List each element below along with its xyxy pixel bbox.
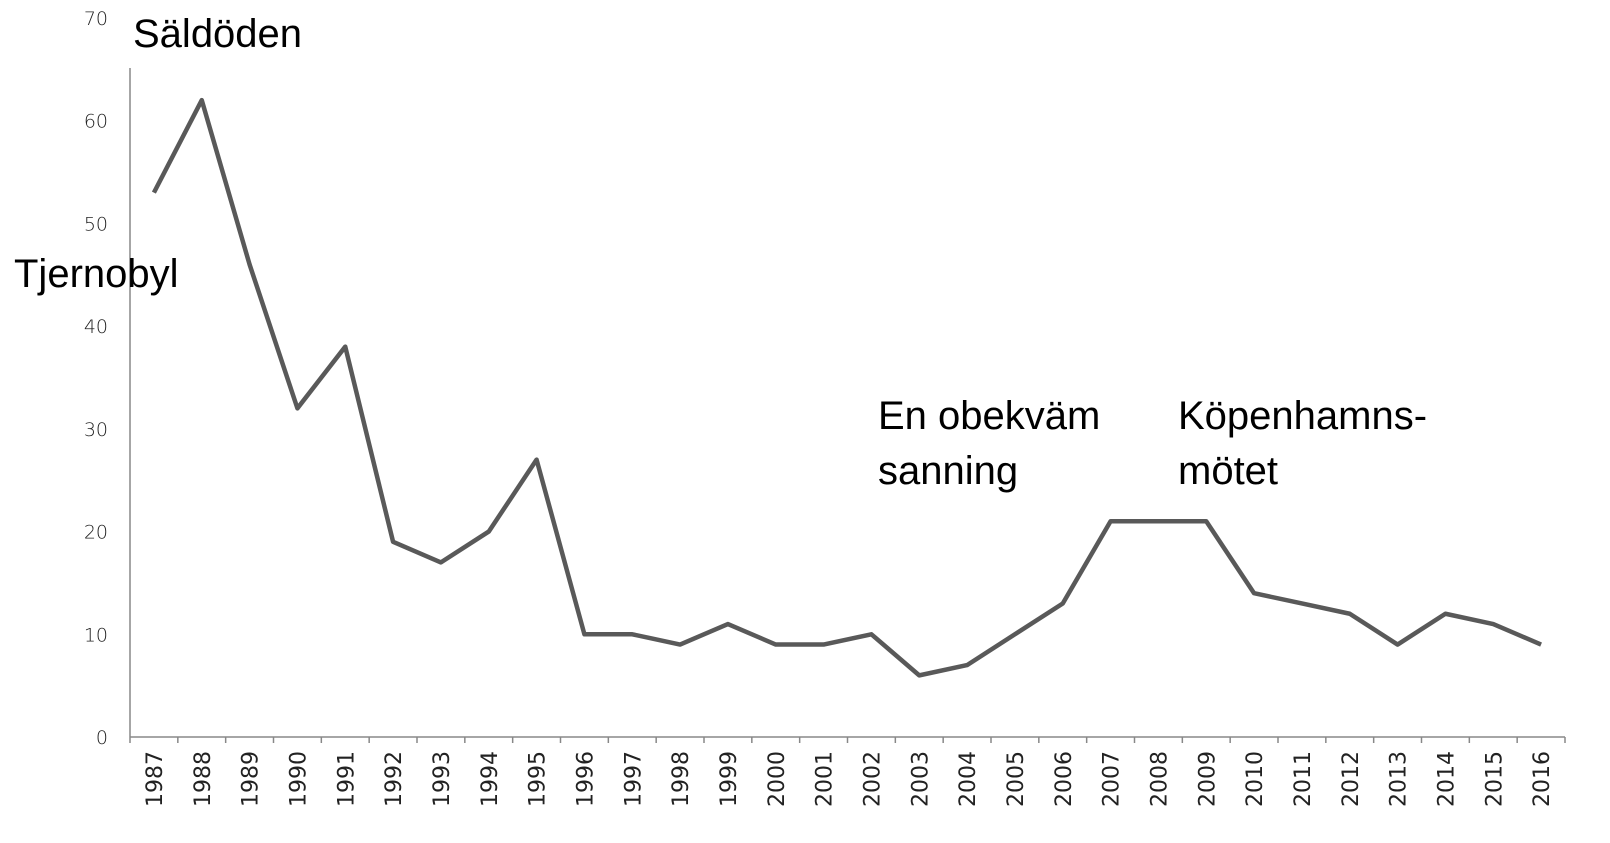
x-tick-label: 2004 (956, 751, 981, 807)
x-tick-label: 2010 (1243, 751, 1268, 807)
x-tick-label: 2008 (1147, 751, 1172, 807)
y-tick-label: 70 (84, 8, 108, 30)
annotation-line: Säldöden (133, 12, 302, 56)
x-tick-label: 1998 (669, 751, 694, 807)
x-tick-label: 2016 (1530, 751, 1555, 807)
y-tick-label: 50 (84, 213, 108, 235)
x-tick-label: 1987 (143, 751, 168, 807)
y-tick-label: 20 (84, 522, 108, 544)
annotation-line: Tjernobyl (14, 252, 179, 296)
y-tick-label: 40 (84, 316, 108, 338)
y-tick-label: 30 (84, 419, 108, 441)
x-tick-label: 1995 (526, 751, 551, 807)
annotation: Tjernobyl (14, 252, 179, 296)
x-tick-label: 1997 (621, 751, 646, 807)
x-tick-label: 1993 (430, 751, 455, 807)
x-tick-label: 2002 (860, 751, 885, 807)
x-tick-label: 2006 (1052, 751, 1077, 807)
data-line (151, 97, 1542, 678)
x-tick-label: 2005 (1004, 751, 1029, 807)
annotation: En obekväm sanning (878, 394, 1100, 493)
x-tick-label: 2013 (1387, 751, 1412, 807)
annotation-line: sanning (878, 449, 1018, 493)
x-tick-label: 1996 (573, 751, 598, 807)
annotation-line: mötet (1178, 449, 1278, 493)
y-tick-label: 0 (96, 727, 108, 749)
x-tick-label: 1991 (334, 751, 359, 807)
annotation-line: En obekväm (878, 394, 1100, 438)
x-tick-label: 2009 (1195, 751, 1220, 807)
y-tick-label: 60 (84, 111, 108, 133)
x-tick-label: 1988 (191, 751, 216, 807)
x-tick-label: 2015 (1482, 751, 1507, 807)
x-tick-label: 2012 (1339, 751, 1364, 807)
x-tick-label: 1992 (382, 751, 407, 807)
x-tick-label: 2011 (1291, 751, 1316, 807)
x-tick-label: 1994 (478, 751, 503, 807)
annotation: Säldöden (133, 12, 302, 56)
x-tick-label: 2014 (1434, 751, 1459, 807)
x-tick-label: 1989 (239, 751, 264, 807)
annotation: Köpenhamns-mötet (1178, 394, 1427, 493)
annotation-line: Köpenhamns- (1178, 394, 1427, 438)
x-tick-label: 1990 (286, 751, 311, 807)
x-tick-label: 1999 (717, 751, 742, 807)
x-tick-label: 2003 (908, 751, 933, 807)
x-tick-label: 2001 (813, 751, 838, 807)
y-tick-label: 10 (84, 624, 108, 646)
x-tick-label: 2007 (1100, 751, 1125, 807)
x-tick-label: 2000 (765, 751, 790, 807)
